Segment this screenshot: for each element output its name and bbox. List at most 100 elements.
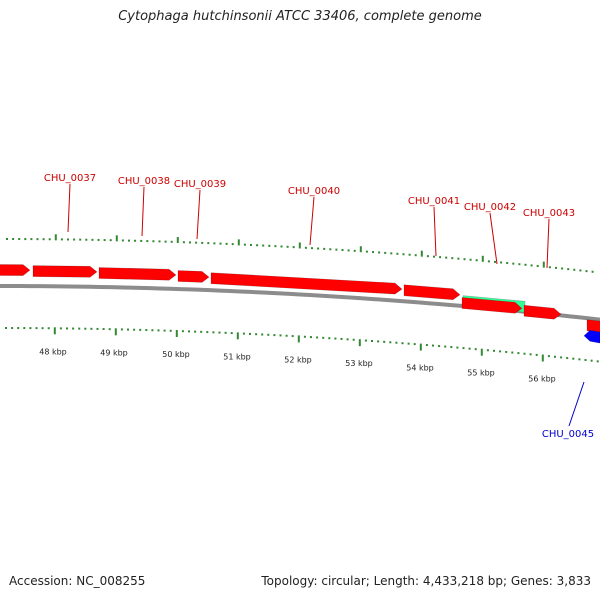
tick-mark — [554, 355, 556, 358]
tick-mark — [359, 246, 362, 253]
tick-mark — [444, 345, 447, 348]
tick-mark — [414, 254, 417, 257]
tick-mark — [384, 251, 387, 254]
tick-mark — [481, 255, 484, 262]
kbp-tick-label: 50 kbp — [162, 350, 190, 359]
tick-mark — [383, 340, 386, 343]
tick-mark — [207, 242, 210, 245]
tick-mark — [445, 256, 448, 259]
tick-mark — [536, 265, 539, 268]
tick-mark — [189, 241, 191, 244]
tick-mark — [486, 349, 489, 352]
tick-mark — [60, 238, 63, 241]
accession-label: Accession: NC_008255 — [9, 574, 146, 588]
gene-label: CHU_0043 — [523, 208, 575, 219]
tick-mark — [279, 334, 282, 337]
tick-mark — [108, 328, 111, 331]
tick-mark — [127, 328, 129, 331]
tick-mark — [395, 341, 398, 344]
tick-mark — [584, 359, 587, 362]
tick-mark — [548, 266, 551, 269]
tick-mark — [591, 270, 594, 273]
tick-mark — [365, 250, 368, 253]
tick-mark — [420, 250, 423, 257]
kbp-tick-label: 48 kbp — [39, 347, 67, 356]
tick-mark — [47, 327, 50, 330]
genome-summary: Topology: circular; Length: 4,433,218 bp… — [261, 574, 591, 588]
tick-mark — [389, 341, 392, 344]
tick-mark — [29, 327, 32, 330]
tick-mark — [390, 252, 393, 255]
gene-pointer-line — [141, 186, 145, 237]
tick-mark — [530, 264, 533, 267]
tick-mark — [450, 346, 453, 349]
tick-mark — [200, 330, 203, 333]
tick-mark — [425, 344, 428, 347]
tick-mark — [230, 332, 233, 335]
tick-mark — [134, 239, 137, 242]
tick-mark — [255, 333, 258, 336]
tick-mark — [567, 268, 570, 271]
tick-mark — [175, 329, 178, 337]
gene-label: CHU_0039 — [174, 179, 226, 190]
tick-mark — [413, 343, 416, 346]
tick-mark — [572, 357, 575, 360]
tick-mark — [328, 337, 331, 340]
tick-mark — [475, 259, 478, 262]
reverse-tick-ring — [5, 327, 599, 363]
tick-mark — [285, 334, 288, 337]
tick-mark — [291, 335, 294, 338]
tick-mark — [261, 333, 264, 336]
tick-mark — [243, 243, 246, 246]
tick-mark — [579, 269, 582, 272]
kbp-tick-label: 55 kbp — [467, 369, 495, 378]
tick-mark — [512, 262, 515, 265]
tick-mark — [433, 255, 435, 258]
tick-mark — [596, 360, 599, 363]
tick-mark — [121, 239, 124, 242]
tick-mark — [256, 244, 259, 247]
tick-mark — [24, 238, 27, 241]
tick-mark — [274, 245, 277, 248]
tick-mark — [438, 345, 441, 348]
tick-mark — [103, 239, 106, 242]
tick-mark — [219, 242, 222, 245]
tick-mark — [518, 263, 521, 266]
tick-mark — [164, 240, 167, 243]
tick-mark — [114, 328, 117, 336]
gene-feature — [32, 265, 98, 278]
tick-mark — [97, 238, 100, 241]
tick-mark — [176, 237, 179, 244]
gene-pointer-line — [489, 212, 498, 265]
tick-mark — [84, 327, 87, 330]
tick-mark — [145, 329, 148, 332]
tick-mark — [224, 331, 227, 334]
tick-mark — [181, 330, 184, 333]
tick-mark — [30, 238, 33, 241]
kbp-tick-label: 49 kbp — [100, 348, 128, 357]
tick-mark — [158, 240, 161, 243]
tick-mark — [401, 342, 404, 345]
tick-mark — [206, 331, 209, 334]
gene-pointer-line — [309, 196, 315, 246]
tick-mark — [463, 258, 466, 261]
tick-mark — [561, 267, 564, 270]
tick-mark — [213, 242, 216, 245]
kbp-tick-label: 52 kbp — [284, 355, 312, 364]
tick-mark — [371, 339, 373, 342]
tick-mark — [195, 241, 198, 244]
gene-feature — [461, 297, 523, 314]
tick-mark — [487, 260, 490, 263]
tick-mark — [590, 359, 593, 362]
tick-mark — [182, 241, 185, 244]
gene-pointer-line — [568, 381, 585, 427]
tick-mark — [311, 247, 313, 250]
tick-mark — [547, 355, 550, 358]
tick-mark — [242, 332, 245, 335]
gene-feature — [403, 284, 461, 301]
tick-mark — [188, 330, 190, 333]
tick-mark — [358, 339, 361, 347]
tick-mark — [529, 353, 532, 356]
tick-mark — [310, 336, 312, 339]
